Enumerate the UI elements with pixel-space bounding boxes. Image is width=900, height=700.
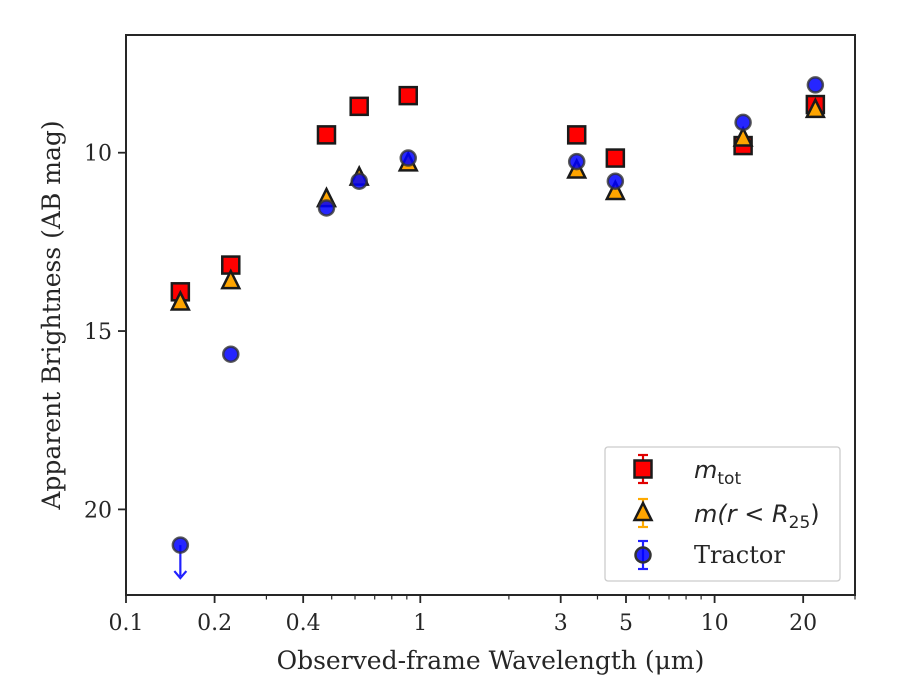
x-tick-label: 5: [619, 611, 633, 636]
mr25-point: [804, 97, 826, 119]
mr25-point: [604, 179, 626, 201]
y-tick-label: 10: [84, 142, 112, 167]
mtot-point: [398, 85, 418, 106]
x-tick-label: 0.4: [286, 611, 321, 636]
legend-box: [604, 446, 841, 582]
tractor-point: [567, 152, 586, 171]
mtot-point: [349, 96, 369, 117]
plot-frame: [125, 34, 856, 596]
mtot-point: [566, 125, 587, 145]
x-tick-label: 0.1: [109, 611, 144, 636]
tractor-point: [606, 172, 625, 190]
tractor-point: [222, 345, 240, 363]
y-axis-label: Apparent Brightness (AB mag): [37, 120, 66, 510]
legend: mtot m(r < R25) Tractor: [604, 446, 841, 582]
axis-ticks: 0.1 0.2 0.4 1 3 5 10 20 10 15 20: [84, 142, 856, 636]
y-tick-label: 15: [84, 320, 112, 345]
upper-limit-arrowhead: [173, 570, 188, 580]
tractor-point: [734, 113, 752, 132]
mtot-point: [316, 125, 337, 145]
tractor-point: [806, 76, 825, 94]
legend-label: m(r < R25): [694, 500, 820, 533]
y-tick-label: 20: [84, 498, 112, 523]
legend-triangle-icon: [632, 500, 654, 522]
mr25-point: [732, 125, 754, 147]
mr25-point: [220, 268, 242, 290]
x-tick-label: 20: [789, 611, 817, 636]
x-axis-label: Observed-frame Wavelength (μm): [277, 646, 705, 675]
legend-label: Tractor: [694, 541, 785, 569]
tractor-point: [350, 172, 368, 190]
legend-square-icon: [633, 459, 653, 479]
legend-circle-icon: [634, 546, 652, 564]
x-tick-label: 0.2: [197, 611, 232, 636]
tractor-point: [171, 536, 190, 554]
x-tick-label: 3: [554, 611, 568, 636]
x-tick-label: 1: [413, 611, 427, 636]
x-tick-label: 10: [701, 611, 729, 636]
mr25-point: [169, 289, 191, 311]
tractor-point: [399, 149, 417, 167]
tractor-point: [317, 199, 336, 217]
legend-label: mtot: [694, 456, 741, 489]
data-points: [169, 76, 826, 580]
mtot-point: [605, 148, 626, 168]
